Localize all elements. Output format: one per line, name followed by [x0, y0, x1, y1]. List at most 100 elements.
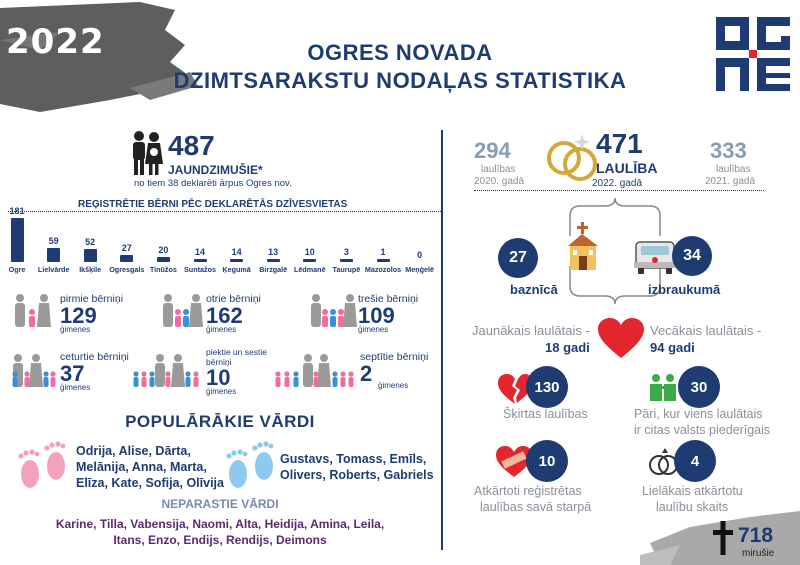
- bar-3: [83, 249, 97, 262]
- marriage-bracket-lines: [569, 197, 661, 305]
- chart-heading: REĢISTRĒTIE BĒRNI PĒC DEKLARĒTĀS DZĪVESV…: [78, 199, 348, 210]
- bar-4: [120, 255, 134, 262]
- bar-category-label: Mazozolos: [364, 265, 402, 274]
- children-first-label: pirmie bērniņi: [60, 293, 124, 305]
- bar-category-label: Meņģelē: [405, 265, 434, 274]
- bar-value-label: 59: [48, 235, 59, 246]
- bar-value-label: 10: [304, 247, 315, 257]
- bar-category-label: Taurupē: [332, 265, 361, 274]
- repeat-label2: laulības savā starpā: [480, 500, 592, 514]
- marriages-year-label: 2022. gadā: [592, 178, 643, 189]
- marriages-2020-label1: laulības: [481, 164, 516, 175]
- max-repeat-count: 4: [690, 452, 700, 470]
- marriages-label: LAULĪBA: [596, 160, 658, 176]
- bar-value-label: 0: [417, 250, 423, 260]
- girls-names-line2: Melānija, Anna, Marta,: [76, 460, 207, 474]
- bar-value-label: 3: [343, 247, 349, 257]
- boys-names-line2: Olivers, Roberts, Gabriels: [280, 468, 434, 482]
- bar-category-label: Suntažos: [184, 265, 216, 274]
- rare-names-line1: Karine, Tilla, Vabensija, Naomi, Alta, H…: [55, 517, 385, 531]
- church-count: 27: [509, 249, 527, 266]
- youngest-label: Jaunākais laulātais -: [472, 323, 590, 338]
- marriages-2021-count: 333: [710, 138, 747, 163]
- bar-value-label: 14: [231, 246, 242, 257]
- foreign-count: 30: [690, 378, 708, 396]
- max-repeat-label2: laulību skaits: [656, 500, 729, 514]
- bar-11: [376, 259, 390, 262]
- youngest-value: 18 gadi: [545, 340, 590, 355]
- family-second-child-icon: [163, 294, 203, 327]
- ogre-logo: [716, 17, 790, 91]
- children-third-label: trešie bērniņi: [358, 293, 419, 305]
- children-order-grid: pirmie bērniņi 129 ģimenes otrie bērniņi…: [0, 285, 440, 400]
- family-fifth-sixth-child-icon: [133, 354, 199, 387]
- section-divider: [441, 130, 443, 550]
- divorced-count: 130: [534, 378, 560, 396]
- church-count-circle: 27: [498, 238, 538, 278]
- bar-category-label: Lēdmanē: [294, 265, 326, 274]
- chart-heading-rule: [8, 211, 441, 212]
- children-first-unit: ģimenes: [60, 325, 91, 334]
- marriages-2020-count: 294: [474, 138, 511, 163]
- max-repeat-label1: Lielākais atkārtotu: [642, 484, 743, 498]
- bar-category-label: Ķegumā: [222, 265, 251, 274]
- bar-5: [156, 257, 170, 262]
- bar-6: [193, 258, 207, 262]
- marriages-2021-label1: laulības: [716, 164, 751, 175]
- couple-international-icon: [650, 374, 676, 401]
- children-fifth-sixth-count: 10: [206, 365, 231, 390]
- rare-names-heading: NEPARASTIE VĀRDI: [161, 497, 279, 511]
- marriages-2020-label2: 2020. gadā: [474, 176, 525, 187]
- children-fifth-sixth-label: piektie un sestie bērniņi: [206, 347, 267, 367]
- family-third-child-icon: [311, 294, 357, 327]
- foreign-count-circle: 30: [678, 366, 720, 408]
- girls-names-line1: Odrija, Alise, Dārta,: [76, 444, 191, 458]
- children-third-unit: ģimenes: [358, 325, 389, 334]
- divorced-count-circle: 130: [526, 366, 568, 408]
- girls-names-line3: Elīza, Kate, Sofija, Olīvija: [76, 476, 224, 490]
- family-first-child-icon: [15, 294, 51, 327]
- oldest-label: Vecākais laulātais -: [650, 323, 762, 338]
- repeat-count-circle: 10: [526, 440, 568, 482]
- children-fourth-label: ceturtie bērniņi: [60, 351, 129, 363]
- marriages-rule: [474, 190, 764, 191]
- children-fourth-unit: ģimenes: [60, 383, 91, 392]
- bar-value-label: 14: [194, 246, 205, 257]
- children-third-count: 109: [358, 303, 395, 328]
- bar-value-label: 1: [380, 247, 386, 257]
- oldest-value: 94 gadi: [650, 340, 695, 355]
- bar-category-label: Ogre: [8, 265, 26, 274]
- wedding-rings-icon: [547, 134, 597, 181]
- children-fifth-sixth-unit: ģimenes: [206, 387, 237, 396]
- blue-footprints-icon: [226, 441, 274, 488]
- foreign-label1: Pāri, kur viens laulātais: [634, 407, 763, 421]
- children-seventh-unit: ģimenes: [378, 381, 409, 390]
- deaths-total: 718: [738, 524, 774, 547]
- bar-2: [47, 247, 61, 262]
- births-note: no tiem 38 deklarēti ārpus Ogres nov.: [134, 178, 292, 189]
- children-first-count: 129: [60, 303, 97, 328]
- year-label: 2022: [6, 22, 105, 62]
- bar-category-label: Lielvārde: [37, 265, 70, 274]
- bar-value-label: 13: [268, 246, 279, 257]
- heart-icon: [598, 318, 644, 358]
- births-total: 487: [168, 130, 215, 161]
- cross-icon: [713, 521, 733, 555]
- deaths-label: mirušie: [742, 548, 775, 559]
- bar-value-label: 52: [85, 237, 96, 248]
- family-icon: [133, 131, 163, 175]
- divorced-label: Šķirtas laulības: [503, 407, 588, 421]
- bar-category-label: Ikšķile: [79, 265, 102, 274]
- family-fourth-child-icon: [12, 354, 56, 387]
- bar-value-label: 27: [121, 243, 132, 254]
- church-icon: [568, 222, 598, 270]
- marriages-2021-label2: 2021. gadā: [705, 176, 756, 187]
- away-count-circle: 34: [672, 236, 712, 276]
- bar-9: [303, 259, 317, 262]
- boys-names-line1: Gustavs, Tomass, Emīls,: [280, 452, 427, 466]
- repeat-label1: Atkārtoti reģistrētas: [474, 484, 582, 498]
- family-seventh-child-icon: [275, 354, 354, 387]
- page-title-line1: OGRES NOVADA: [307, 40, 493, 65]
- bar-7: [230, 258, 244, 262]
- children-second-count: 162: [206, 303, 243, 328]
